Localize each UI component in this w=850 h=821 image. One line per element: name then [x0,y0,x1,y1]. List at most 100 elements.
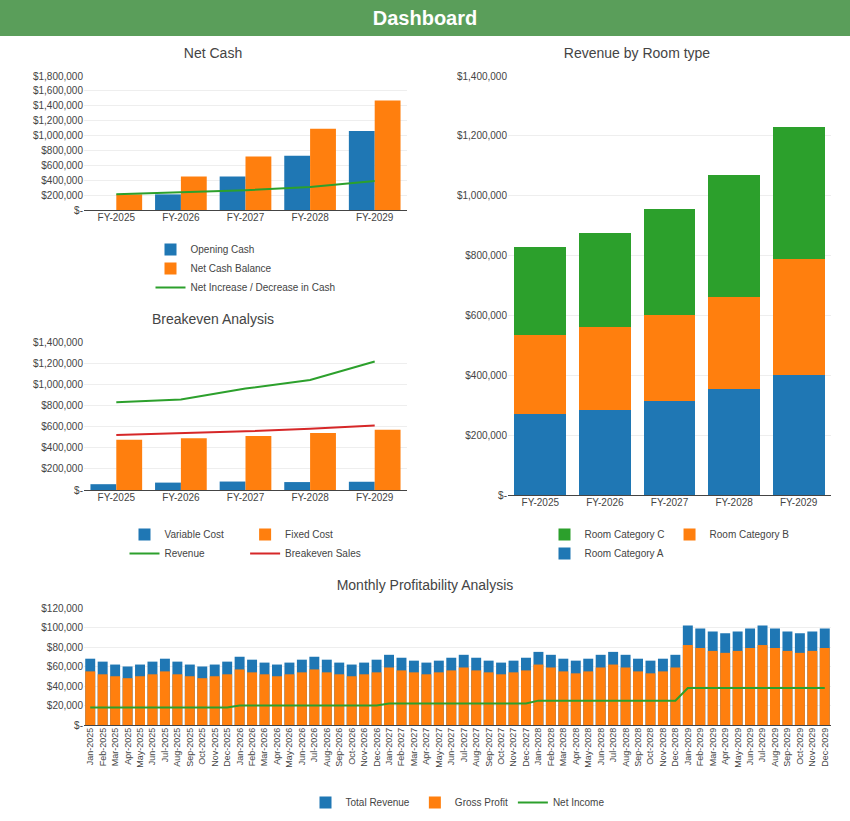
svg-text:FY-2027: FY-2027 [651,497,689,508]
svg-text:Aug-2028: Aug-2028 [621,728,631,767]
svg-text:$60,000: $60,000 [47,661,84,672]
svg-text:$800,000: $800,000 [465,250,507,261]
svg-text:FY-2025: FY-2025 [98,212,136,223]
svg-text:$40,000: $40,000 [47,681,84,692]
svg-text:$200,000: $200,000 [465,430,507,441]
svg-text:Jun-2025: Jun-2025 [147,728,157,766]
svg-text:Jun-2029: Jun-2029 [745,728,755,766]
svg-text:$1,000,000: $1,000,000 [33,379,83,390]
svg-text:Nov-2027: Nov-2027 [508,728,518,767]
svg-text:Apr-2025: Apr-2025 [123,728,133,765]
svg-text:Net Increase / Decrease in Cas: Net Increase / Decrease in Cash [191,282,336,293]
svg-text:$1,800,000: $1,800,000 [33,71,83,82]
svg-text:Total Revenue: Total Revenue [346,797,410,808]
svg-text:$1,200,000: $1,200,000 [457,130,507,141]
svg-text:$1,600,000: $1,600,000 [33,85,83,96]
svg-text:$600,000: $600,000 [41,421,83,432]
svg-text:Apr-2026: Apr-2026 [272,728,282,765]
svg-text:Jan-2028: Jan-2028 [533,728,543,766]
svg-text:FY-2029: FY-2029 [356,212,394,223]
svg-text:Jan-2025: Jan-2025 [85,728,95,766]
svg-text:May-2025: May-2025 [135,728,145,768]
svg-text:$1,400,000: $1,400,000 [33,337,83,348]
svg-text:Feb-2028: Feb-2028 [546,728,556,767]
svg-text:Sep-2026: Sep-2026 [334,728,344,767]
svg-text:Nov-2029: Nov-2029 [807,728,817,767]
svg-text:Revenue by Room type: Revenue by Room type [564,45,711,61]
svg-text:Net Income: Net Income [553,797,605,808]
svg-text:Gross Profit: Gross Profit [455,797,508,808]
svg-text:Dec-2026: Dec-2026 [372,728,382,767]
svg-text:Jan-2026: Jan-2026 [235,728,245,766]
svg-text:Nov-2028: Nov-2028 [658,728,668,767]
svg-text:$-: $- [74,720,83,731]
svg-text:FY-2025: FY-2025 [98,492,136,503]
svg-text:$800,000: $800,000 [41,145,83,156]
svg-text:$600,000: $600,000 [465,310,507,321]
svg-text:Jan-2029: Jan-2029 [683,728,693,766]
svg-text:$100,000: $100,000 [41,622,83,633]
svg-text:May-2028: May-2028 [583,728,593,768]
svg-text:FY-2029: FY-2029 [780,497,818,508]
svg-text:Jun-2026: Jun-2026 [297,728,307,766]
svg-text:Jul-2026: Jul-2026 [309,728,319,763]
svg-text:Mar-2026: Mar-2026 [259,728,269,767]
svg-text:Net Cash Balance: Net Cash Balance [191,263,272,274]
svg-text:FY-2028: FY-2028 [291,212,329,223]
svg-text:$1,000,000: $1,000,000 [457,190,507,201]
svg-text:$-: $- [74,485,83,496]
svg-text:Mar-2025: Mar-2025 [110,728,120,767]
svg-text:FY-2026: FY-2026 [586,497,624,508]
svg-text:Breakeven Analysis: Breakeven Analysis [152,311,274,327]
svg-text:Feb-2029: Feb-2029 [695,728,705,767]
svg-text:FY-2027: FY-2027 [227,492,265,503]
svg-text:Mar-2029: Mar-2029 [708,728,718,767]
svg-text:$1,400,000: $1,400,000 [457,71,507,82]
svg-text:FY-2029: FY-2029 [356,492,394,503]
svg-text:Variable Cost: Variable Cost [165,529,225,540]
svg-text:Sep-2029: Sep-2029 [782,728,792,767]
svg-text:$1,000,000: $1,000,000 [33,130,83,141]
svg-text:Jun-2028: Jun-2028 [596,728,606,766]
svg-text:$-: $- [74,205,83,216]
svg-text:FY-2026: FY-2026 [162,492,200,503]
svg-text:Aug-2027: Aug-2027 [471,728,481,767]
svg-text:May-2027: May-2027 [434,728,444,768]
svg-text:Dec-2029: Dec-2029 [820,728,830,767]
svg-text:$1,200,000: $1,200,000 [33,115,83,126]
svg-text:Oct-2029: Oct-2029 [795,728,805,765]
svg-text:Apr-2029: Apr-2029 [720,728,730,765]
svg-text:Feb-2025: Feb-2025 [98,728,108,767]
svg-text:Dec-2027: Dec-2027 [521,728,531,767]
svg-text:Breakeven Sales: Breakeven Sales [285,548,361,559]
svg-text:$1,400,000: $1,400,000 [33,100,83,111]
svg-text:Nov-2025: Nov-2025 [210,728,220,767]
svg-text:$1,200,000: $1,200,000 [33,358,83,369]
svg-text:$20,000: $20,000 [47,700,84,711]
svg-text:Room Category C: Room Category C [585,529,665,540]
svg-text:$600,000: $600,000 [41,160,83,171]
svg-text:Opening Cash: Opening Cash [191,244,255,255]
svg-text:Apr-2028: Apr-2028 [571,728,581,765]
svg-text:Room Category A: Room Category A [585,548,664,559]
svg-text:Sep-2025: Sep-2025 [185,728,195,767]
svg-text:Jun-2027: Jun-2027 [446,728,456,766]
svg-text:Oct-2025: Oct-2025 [197,728,207,765]
svg-text:$800,000: $800,000 [41,400,83,411]
svg-text:Aug-2026: Aug-2026 [322,728,332,767]
svg-text:Fixed Cost: Fixed Cost [285,529,333,540]
svg-text:Jul-2028: Jul-2028 [608,728,618,763]
svg-text:$400,000: $400,000 [41,442,83,453]
svg-text:$80,000: $80,000 [47,642,84,653]
svg-text:Sep-2027: Sep-2027 [484,728,494,767]
svg-text:Jul-2029: Jul-2029 [757,728,767,763]
svg-text:May-2029: May-2029 [733,728,743,768]
svg-text:Dec-2025: Dec-2025 [222,728,232,767]
svg-text:Feb-2027: Feb-2027 [396,728,406,767]
svg-text:Nov-2026: Nov-2026 [359,728,369,767]
svg-text:$200,000: $200,000 [41,463,83,474]
svg-text:Dec-2028: Dec-2028 [670,728,680,767]
svg-text:$400,000: $400,000 [41,175,83,186]
svg-text:$-: $- [498,490,507,501]
svg-text:May-2026: May-2026 [284,728,294,768]
